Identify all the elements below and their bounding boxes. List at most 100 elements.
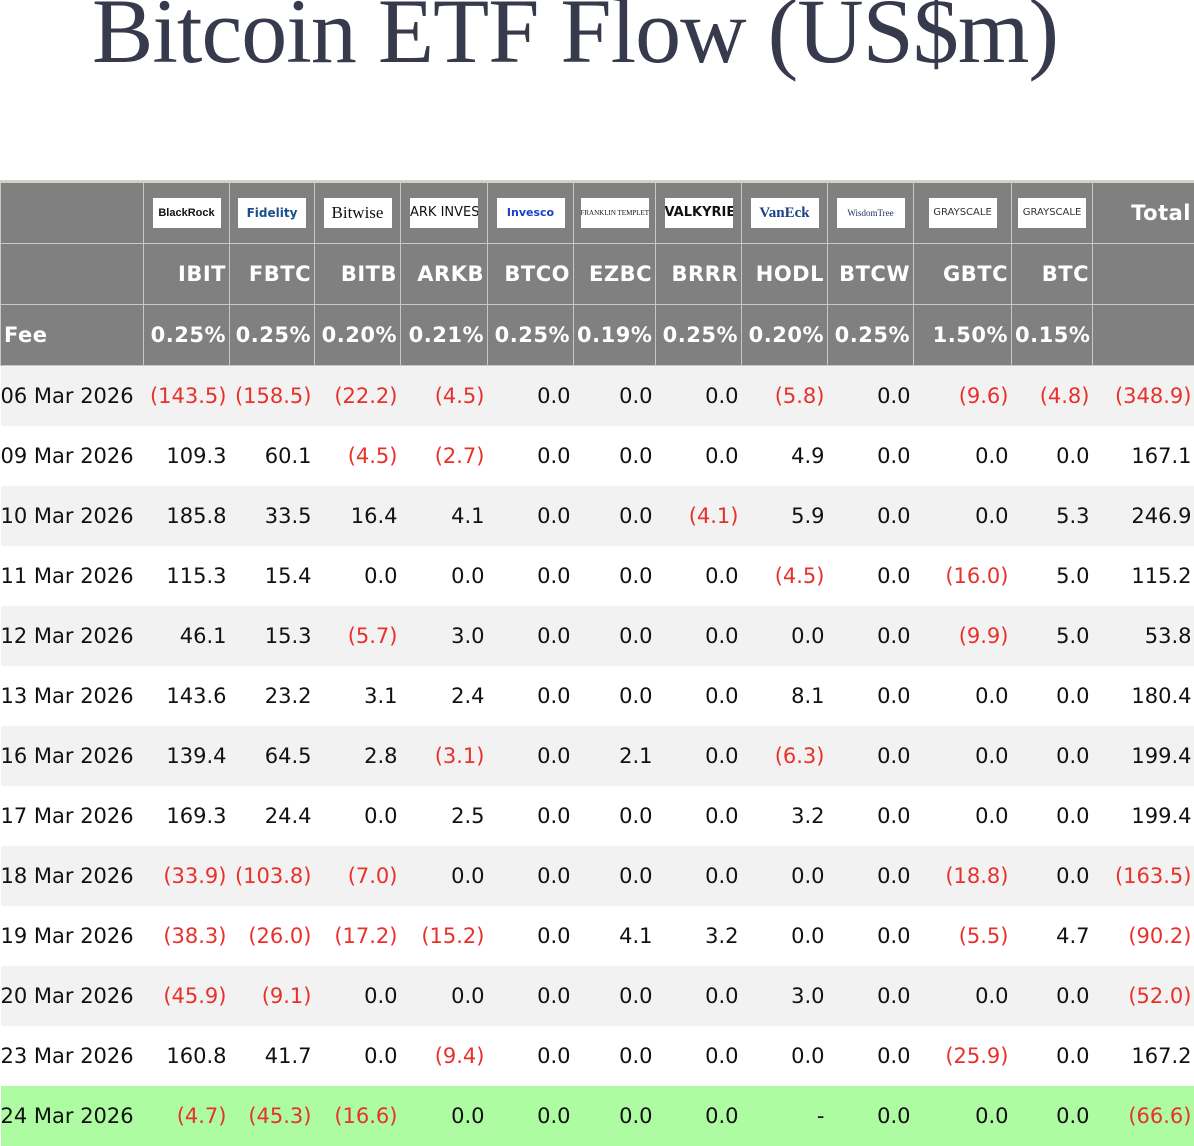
flow-cell: 0.0 bbox=[487, 726, 574, 786]
flow-cell: 0.0 bbox=[741, 1026, 828, 1086]
flow-cell: 0.0 bbox=[487, 365, 574, 426]
flow-cell: 3.0 bbox=[400, 606, 488, 666]
corner-cell bbox=[0, 180, 144, 244]
flow-cell: 0.0 bbox=[487, 1026, 574, 1086]
flow-cell: 0.0 bbox=[487, 606, 574, 666]
issuer-logo-cell: GRAYSCALE bbox=[1011, 180, 1093, 244]
issuer-logo-cell: FRANKLIN TEMPLETON bbox=[573, 180, 656, 244]
flow-cell: 0.0 bbox=[827, 486, 914, 546]
date-cell: 11 Mar 2026 bbox=[0, 546, 144, 606]
table-row: 06 Mar 2026 (143.5) (158.5) (22.2) (4.5) 0.0 0… bbox=[0, 365, 1194, 426]
flow-cell: (9.1) bbox=[229, 966, 315, 1026]
flow-cell: 0.0 bbox=[827, 966, 914, 1026]
flow-cell: 0.0 bbox=[655, 966, 742, 1026]
ticker-header: BRRR bbox=[655, 243, 742, 305]
fee-cell: 0.25% bbox=[143, 304, 230, 366]
issuer-logo: Bitwise bbox=[323, 198, 392, 228]
date-cell: 06 Mar 2026 bbox=[0, 365, 144, 426]
issuer-logo: BlackRock bbox=[152, 198, 221, 228]
flow-cell: 15.4 bbox=[229, 546, 315, 606]
total-cell: 115.2 bbox=[1092, 546, 1194, 606]
table-row: 12 Mar 2026 46.1 15.3 (5.7) 3.0 0.0 0.0 0.0 0.0 0… bbox=[0, 606, 1194, 666]
issuer-logo-cell: VanEck bbox=[741, 180, 828, 244]
flow-cell: (4.5) bbox=[400, 365, 488, 426]
flow-cell: 0.0 bbox=[913, 966, 1012, 1026]
table-row: 23 Mar 2026 160.8 41.7 0.0 (9.4) 0.0 0.0 0.0 0.0… bbox=[0, 1026, 1194, 1086]
total-cell: 53.8 bbox=[1092, 606, 1194, 666]
fee-cell: 0.25% bbox=[487, 304, 574, 366]
total-cell: 167.1 bbox=[1092, 426, 1194, 486]
fee-row: Fee 0.25% 0.25% 0.20% 0.21% 0.25% 0.19% 0.25% 0.… bbox=[0, 304, 1194, 366]
table-row: 18 Mar 2026 (33.9) (103.8) (7.0) 0.0 0.0 0.0 0.… bbox=[0, 846, 1194, 906]
date-cell: 16 Mar 2026 bbox=[0, 726, 144, 786]
flow-cell: (103.8) bbox=[229, 846, 315, 906]
fee-label: Fee bbox=[0, 304, 144, 366]
total-cell: 246.9 bbox=[1092, 486, 1194, 546]
flow-cell: (25.9) bbox=[913, 1026, 1012, 1086]
issuer-logo-cell: Fidelity bbox=[229, 180, 315, 244]
flow-cell: 3.1 bbox=[314, 666, 401, 726]
total-cell: 199.4 bbox=[1092, 786, 1194, 846]
flow-cell: 0.0 bbox=[1011, 966, 1093, 1026]
flow-cell: 0.0 bbox=[913, 666, 1012, 726]
empty-cell bbox=[1092, 304, 1194, 366]
date-cell: 09 Mar 2026 bbox=[0, 426, 144, 486]
flow-cell: 0.0 bbox=[573, 1026, 656, 1086]
ticker-header: GBTC bbox=[913, 243, 1012, 305]
flow-cell: 16.4 bbox=[314, 486, 401, 546]
flow-cell: 0.0 bbox=[655, 846, 742, 906]
flow-cell: 3.0 bbox=[741, 966, 828, 1026]
flow-cell: 0.0 bbox=[913, 786, 1012, 846]
flow-cell: 4.1 bbox=[573, 906, 656, 966]
flow-cell: 0.0 bbox=[314, 786, 401, 846]
flow-cell: 0.0 bbox=[655, 666, 742, 726]
flow-cell: 5.0 bbox=[1011, 546, 1093, 606]
flow-cell: 0.0 bbox=[1011, 786, 1093, 846]
flow-cell: (17.2) bbox=[314, 906, 401, 966]
flow-cell: 0.0 bbox=[487, 486, 574, 546]
flow-cell: 0.0 bbox=[827, 846, 914, 906]
flow-cell: (33.9) bbox=[143, 846, 230, 906]
issuer-logo-cell: Bitwise bbox=[314, 180, 401, 244]
flow-cell: 0.0 bbox=[827, 1026, 914, 1086]
flow-cell: 0.0 bbox=[487, 666, 574, 726]
flow-cell: 4.1 bbox=[400, 486, 488, 546]
flow-cell: (7.0) bbox=[314, 846, 401, 906]
flow-cell: 0.0 bbox=[913, 486, 1012, 546]
date-cell: 20 Mar 2026 bbox=[0, 966, 144, 1026]
flow-cell: 0.0 bbox=[741, 906, 828, 966]
date-cell: 19 Mar 2026 bbox=[0, 906, 144, 966]
flow-cell: (4.7) bbox=[143, 1086, 230, 1146]
flow-cell: 60.1 bbox=[229, 426, 315, 486]
issuer-logo: Invesco bbox=[496, 198, 565, 228]
ticker-header: BITB bbox=[314, 243, 401, 305]
flow-cell: 0.0 bbox=[827, 726, 914, 786]
ticker-header: HODL bbox=[741, 243, 828, 305]
flow-cell: 169.3 bbox=[143, 786, 230, 846]
flow-cell: 0.0 bbox=[741, 606, 828, 666]
empty-cell bbox=[1092, 243, 1194, 305]
flow-cell: 160.8 bbox=[143, 1026, 230, 1086]
flow-cell: 109.3 bbox=[143, 426, 230, 486]
flow-cell: (4.8) bbox=[1011, 365, 1093, 426]
flow-cell: 115.3 bbox=[143, 546, 230, 606]
flow-cell: 0.0 bbox=[487, 1086, 574, 1146]
flow-cell: (4.5) bbox=[741, 546, 828, 606]
date-cell: 17 Mar 2026 bbox=[0, 786, 144, 846]
issuer-logo-cell: BlackRock bbox=[143, 180, 230, 244]
flow-cell: 4.7 bbox=[1011, 906, 1093, 966]
flow-cell: 0.0 bbox=[827, 906, 914, 966]
flow-cell: (18.8) bbox=[913, 846, 1012, 906]
issuer-logo: GRAYSCALE bbox=[928, 198, 997, 228]
date-cell: 10 Mar 2026 bbox=[0, 486, 144, 546]
flow-cell: 0.0 bbox=[827, 1086, 914, 1146]
issuer-logo: GRAYSCALE bbox=[1018, 198, 1086, 228]
total-cell: 167.2 bbox=[1092, 1026, 1194, 1086]
flow-cell: 185.8 bbox=[143, 486, 230, 546]
issuer-logo-row: BlackRock Fidelity Bitwise ARK INVEST Invesc… bbox=[0, 180, 1194, 244]
flow-cell: 0.0 bbox=[487, 786, 574, 846]
date-cell: 24 Mar 2026 bbox=[0, 1086, 144, 1146]
issuer-logo-cell: ARK INVEST bbox=[400, 180, 488, 244]
flow-cell: 0.0 bbox=[655, 606, 742, 666]
flow-cell: 0.0 bbox=[655, 1026, 742, 1086]
